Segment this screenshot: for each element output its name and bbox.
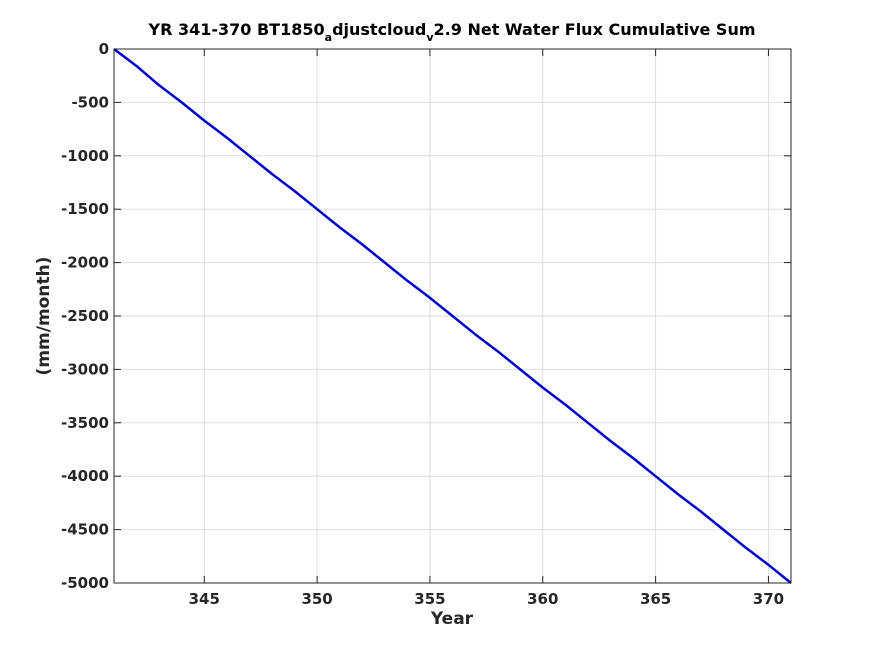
x-tick-label: 355 — [414, 590, 445, 608]
y-tick-label: -500 — [71, 93, 109, 111]
y-tick-label: -3500 — [61, 414, 109, 432]
x-tick-label: 360 — [527, 590, 558, 608]
y-tick-label: -4000 — [61, 467, 109, 485]
y-tick-label: -4500 — [61, 521, 109, 539]
x-tick-label: 370 — [753, 590, 784, 608]
x-tick-label: 365 — [640, 590, 671, 608]
x-axis-label: Year — [430, 609, 474, 629]
series-layer — [113, 48, 792, 584]
title-part-middle: djustcloud — [332, 20, 426, 39]
y-axis-label: (mm/month) — [34, 257, 54, 376]
y-tick-label: 0 — [99, 40, 109, 58]
title-part-subscript-v: v — [426, 31, 434, 44]
x-tick-labels: 345 350 355 360 365 370 — [189, 590, 784, 608]
chart-title: YR 341-370 BT1850adjustcloudv2.9 Net Wat… — [148, 20, 756, 44]
series-line — [113, 48, 792, 584]
x-tick-label: 345 — [189, 590, 220, 608]
ticks — [114, 48, 791, 584]
y-tick-labels: 0 -500 -1000 -1500 -2000 -2500 -3000 -3500 -4000… — [61, 40, 109, 592]
title-part-end: 2.9 Net Water Flux Cumulative Sum — [434, 20, 756, 39]
y-tick-label: -5000 — [61, 574, 109, 592]
y-tick-label: -1000 — [61, 147, 109, 165]
y-tick-label: -2500 — [61, 307, 109, 325]
y-tick-label: -2000 — [61, 254, 109, 272]
x-tick-label: 350 — [301, 590, 332, 608]
y-tick-label: -3000 — [61, 360, 109, 378]
title-part-main: YR 341-370 BT1850 — [148, 20, 325, 39]
y-tick-label: -1500 — [61, 200, 109, 218]
title-part-subscript-a: a — [325, 31, 332, 44]
